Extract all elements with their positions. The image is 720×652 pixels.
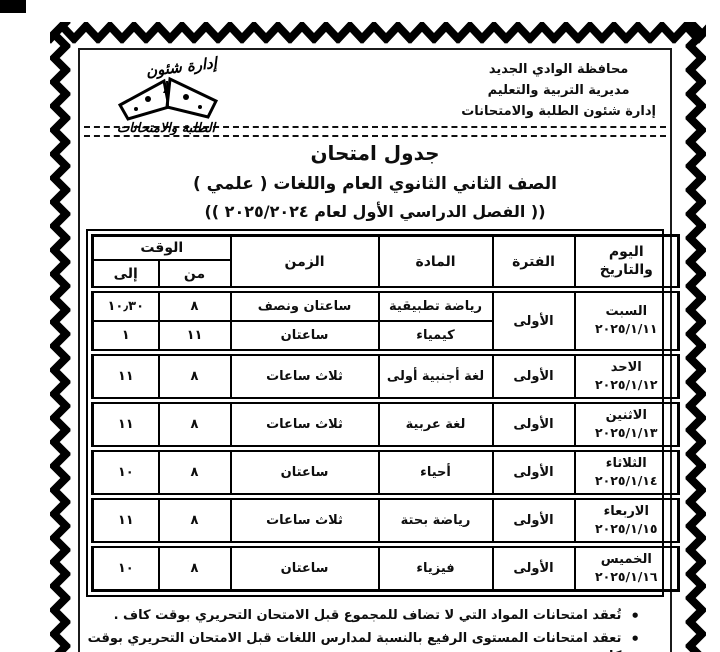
administration-line: إدارة شئون الطلبة والامتحانات bbox=[461, 104, 656, 120]
date-value: ٢٠٢٥/١/١٦ bbox=[594, 568, 658, 584]
scan-corner-artifact bbox=[0, 0, 26, 13]
exam-table-frame: اليوم والتاريخ الفترة المادة الزمن الوقت… bbox=[86, 229, 681, 597]
duration-cell: ساعتان ونصف bbox=[229, 286, 380, 322]
from-cell: ٨ bbox=[157, 445, 232, 498]
logo-top-text: إدارة شئون bbox=[145, 55, 220, 81]
period-cell: الأولى bbox=[491, 493, 576, 546]
footnote-item: • تُعقد امتحانات المواد التي لا تضاف للم… bbox=[113, 607, 640, 625]
day-cell: السبت ٢٠٢٥/١/١١ bbox=[573, 286, 680, 354]
period-cell: الأولى bbox=[491, 541, 576, 592]
date-value: ٢٠٢٥/١/١٣ bbox=[594, 424, 658, 440]
from-cell: ٨ bbox=[157, 541, 232, 592]
from-cell: ١١ bbox=[157, 320, 232, 354]
header-period: الفترة bbox=[491, 234, 576, 291]
period-cell: الأولى bbox=[491, 349, 576, 402]
footnotes: • تُعقد امتحانات المواد التي لا تضاف للم… bbox=[80, 607, 670, 652]
day-cell: الاربعاء ٢٠٢٥/١/١٥ bbox=[573, 493, 680, 546]
header-time-to: إلى bbox=[91, 259, 160, 291]
table-row: السبت ٢٠٢٥/١/١١ الأولى رياضة تطبيقية ساع… bbox=[91, 286, 680, 354]
grade-line: الصف الثاني الثانوي العام واللغات ( علمي… bbox=[192, 174, 558, 194]
day-cell: الثلاثاء ٢٠٢٥/١/١٤ bbox=[573, 445, 680, 498]
zigzag-border-top bbox=[50, 22, 706, 44]
header-time-from: من bbox=[157, 259, 232, 291]
duration-cell: ساعتان bbox=[229, 445, 380, 498]
zigzag-border-right bbox=[684, 22, 706, 652]
subject-cell: كيمياء bbox=[377, 320, 494, 354]
table-row: الاربعاء ٢٠٢٥/١/١٥ الأولى رياضة بحتة ثلا… bbox=[91, 493, 680, 546]
organization-lines: محافظة الوادي الجديد مديرية التربية والت… bbox=[461, 59, 656, 122]
from-cell: ٨ bbox=[157, 286, 232, 322]
bullet-icon: • bbox=[630, 607, 640, 625]
period-cell: الأولى bbox=[491, 445, 576, 498]
exam-schedule-table: اليوم والتاريخ الفترة المادة الزمن الوقت… bbox=[91, 234, 681, 592]
students-affairs-logo: إدارة شئون الطلبة والامتحانات bbox=[90, 54, 248, 139]
date-value: ٢٠٢٥/١/١١ bbox=[594, 321, 658, 337]
to-cell: ١١ bbox=[91, 349, 160, 402]
duration-cell: ثلاث ساعات bbox=[229, 349, 380, 402]
title-block: جدول امتحان الصف الثاني الثانوي العام وا… bbox=[80, 141, 670, 221]
table-row: الثلاثاء ٢٠٢٥/١/١٤ الأولى أحياء ساعتان ٨… bbox=[91, 445, 680, 498]
header-duration: الزمن bbox=[229, 234, 380, 291]
letterhead: محافظة الوادي الجديد مديرية التربية والت… bbox=[80, 50, 670, 136]
bullet-icon: • bbox=[630, 629, 640, 648]
to-cell: ١١ bbox=[91, 397, 160, 450]
duration-cell: ثلاث ساعات bbox=[229, 397, 380, 450]
from-cell: ٨ bbox=[157, 349, 232, 402]
to-cell: ١١ bbox=[91, 493, 160, 546]
page-title: جدول امتحان bbox=[310, 141, 440, 165]
subject-cell: رياضة بحتة bbox=[377, 493, 494, 546]
footnote-item: • تعقد امتحانات المستوى الرفيع بالنسبة ل… bbox=[87, 629, 640, 652]
duration-cell: ثلاث ساعات bbox=[229, 493, 380, 546]
subject-cell: لغة عربية bbox=[377, 397, 494, 450]
date-value: ٢٠٢٥/١/١٢ bbox=[594, 376, 658, 392]
table-row: الاحد ٢٠٢٥/١/١٢ الأولى لغة أجنبية أولى ث… bbox=[91, 349, 680, 402]
to-cell: ١٠ bbox=[91, 445, 160, 498]
to-cell: ١٠٫٣٠ bbox=[91, 286, 160, 322]
term-line: (( الفصل الدراسي الأول لعام ٢٠٢٤‏/‏٢٠٢٥ … bbox=[204, 202, 546, 221]
to-cell: ١٠ bbox=[91, 541, 160, 592]
date-value: ٢٠٢٥/١/١٥ bbox=[594, 520, 658, 536]
from-cell: ٨ bbox=[157, 397, 232, 450]
directorate-line: مديرية التربية والتعليم bbox=[487, 83, 630, 99]
period-cell: الأولى bbox=[491, 397, 576, 450]
duration-cell: ساعتان bbox=[229, 541, 380, 592]
subject-cell: أحياء bbox=[377, 445, 494, 498]
header-time: الوقت bbox=[91, 234, 232, 261]
from-cell: ٨ bbox=[157, 493, 232, 546]
table-row: الخميس ٢٠٢٥/١/١٦ الأولى فيزياء ساعتان ٨ … bbox=[91, 541, 680, 592]
period-cell: الأولى bbox=[491, 286, 576, 354]
header-day: اليوم والتاريخ bbox=[573, 234, 680, 291]
day-cell: الخميس ٢٠٢٥/١/١٦ bbox=[573, 541, 680, 592]
governorate-line: محافظة الوادي الجديد bbox=[488, 62, 629, 77]
logo-bottom-text: الطلبة والامتحانات bbox=[117, 121, 218, 135]
day-cell: الاحد ٢٠٢٥/١/١٢ bbox=[573, 349, 680, 402]
subject-cell: فيزياء bbox=[377, 541, 494, 592]
day-cell: الاثنين ٢٠٢٥/١/١٣ bbox=[573, 397, 680, 450]
duration-cell: ساعتان bbox=[229, 320, 380, 354]
header-subject: المادة bbox=[377, 234, 494, 291]
subject-cell: رياضة تطبيقية bbox=[377, 286, 494, 322]
to-cell: ١ bbox=[91, 320, 160, 354]
table-row: الاثنين ٢٠٢٥/١/١٣ الأولى لغة عربية ثلاث … bbox=[91, 397, 680, 450]
zigzag-border-left bbox=[50, 22, 72, 652]
open-book-logo-icon: إدارة شئون الطلبة والامتحانات bbox=[117, 54, 220, 136]
subject-cell: لغة أجنبية أولى bbox=[377, 349, 494, 402]
date-value: ٢٠٢٥/١/١٤ bbox=[594, 472, 658, 488]
inner-page-frame: محافظة الوادي الجديد مديرية التربية والت… bbox=[78, 48, 681, 652]
letterhead-separator bbox=[84, 126, 666, 137]
